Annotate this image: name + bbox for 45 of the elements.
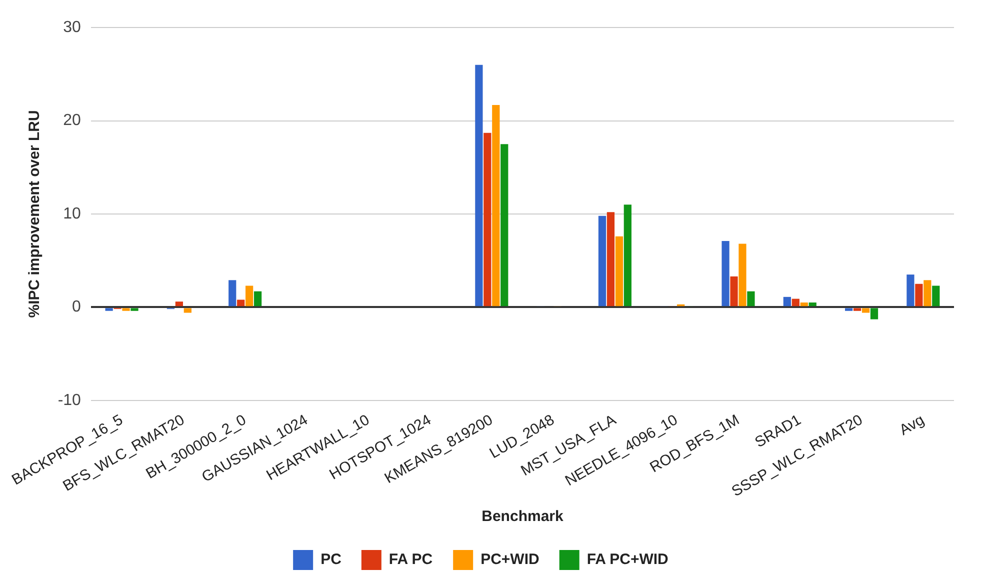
bar (800, 302, 808, 306)
legend-label: PC (320, 551, 342, 568)
bar (245, 286, 254, 306)
bar (237, 300, 245, 306)
bar (730, 276, 738, 306)
x-axis-title: Benchmark (482, 508, 564, 526)
bar (862, 308, 870, 313)
bar (228, 280, 236, 306)
bar (598, 216, 606, 306)
bar (783, 296, 791, 306)
y-tick-label: 20 (63, 112, 82, 130)
bar (105, 308, 113, 311)
bar (175, 302, 184, 306)
bar (870, 308, 878, 320)
bar (722, 241, 730, 306)
bar (845, 308, 853, 311)
legend-label: FA PC (388, 551, 433, 568)
bar (475, 64, 483, 306)
bar (808, 302, 816, 306)
bar (500, 144, 508, 306)
x-tick-label: Avg (896, 411, 928, 439)
bar (853, 308, 862, 311)
bar (738, 244, 746, 306)
bar (747, 291, 755, 306)
bar (924, 280, 932, 306)
bar (254, 291, 262, 306)
y-axis-title: %IPC improvement over LRU (26, 110, 43, 318)
legend-label: PC+WID (480, 551, 540, 568)
bar (184, 308, 192, 313)
bar (624, 204, 632, 306)
bar (606, 212, 615, 306)
bar (932, 286, 940, 306)
legend-label: FA PC+WID (586, 551, 669, 568)
bar (130, 308, 138, 311)
bar (906, 274, 914, 306)
bar (915, 284, 923, 306)
y-tick-label: 0 (72, 298, 82, 316)
bar (122, 308, 130, 311)
y-tick-label: 10 (63, 205, 82, 222)
bar (492, 104, 500, 306)
bar (484, 132, 492, 306)
bar (615, 236, 623, 306)
y-tick-label: 30 (63, 19, 82, 36)
y-tick-label: -10 (58, 392, 82, 409)
bar (792, 298, 800, 306)
